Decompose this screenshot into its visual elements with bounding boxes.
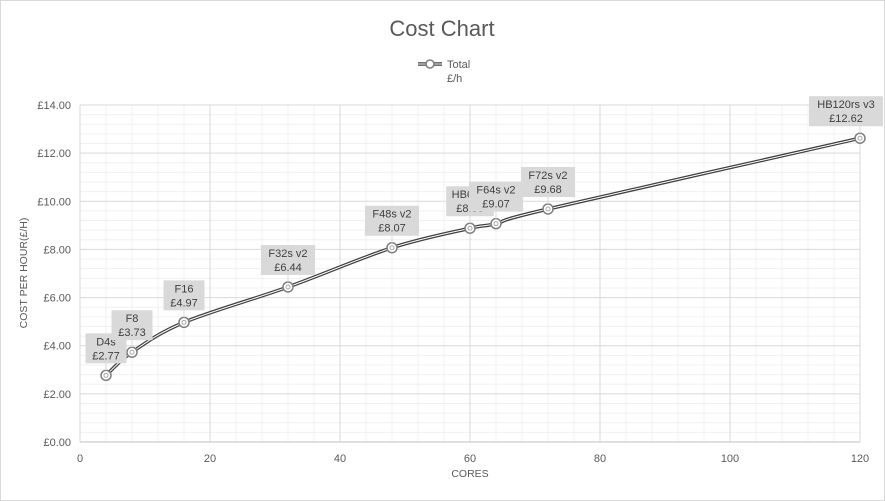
data-label-name: F72s v2 — [528, 170, 567, 182]
x-tick-label: 80 — [594, 453, 606, 465]
data-point-marker — [100, 369, 112, 382]
y-tick-label: £12.00 — [37, 148, 71, 160]
data-label: HB120rs v3 £12.62 — [809, 96, 883, 134]
data-label-box — [364, 205, 420, 236]
data-label-name: HB120rs v3 — [817, 99, 874, 111]
data-point-marker — [542, 203, 554, 215]
data-label-box — [163, 280, 205, 311]
data-label-box — [468, 181, 524, 212]
data-label-value: £9.07 — [482, 199, 510, 211]
data-label: F32s v2 £6.44 — [260, 244, 316, 282]
series — [100, 132, 866, 382]
data-label-box — [520, 166, 576, 197]
data-labels: D4s £2.77 F8 £3.73 F16 £4.97 F32s v2 £6.44 F48s … — [85, 96, 883, 371]
data-label-name: F16 — [175, 283, 194, 295]
y-tick-label: £2.00 — [43, 389, 71, 401]
data-label-box — [809, 96, 883, 127]
chart-title: Cost Chart — [389, 16, 494, 41]
data-label: F72s v2 £9.68 — [520, 166, 576, 204]
data-label-value: £12.62 — [829, 113, 863, 125]
x-tick-label: 100 — [721, 453, 739, 465]
legend-series-name-line2: £/h — [447, 73, 462, 85]
data-label-box — [111, 310, 153, 341]
y-tick-label: £10.00 — [37, 196, 71, 208]
x-tick-label: 40 — [334, 453, 346, 465]
legend: Total £/h — [418, 59, 470, 85]
y-tick-label: £8.00 — [43, 244, 71, 256]
data-label-value: £3.73 — [118, 327, 146, 339]
legend-point-marker — [425, 59, 435, 69]
axes: 0 20 40 60 80 100 120 £0.00 £2.00 £4.00 £6.00 £8.00… — [37, 100, 869, 465]
data-label-value: £8.07 — [378, 223, 406, 235]
y-tick-label: £0.00 — [43, 437, 71, 449]
gridlines — [79, 104, 861, 443]
series-line-total-highlight — [105, 137, 861, 376]
data-label-name: F32s v2 — [268, 248, 307, 260]
data-point-marker — [282, 281, 294, 293]
data-point-marker — [178, 316, 190, 329]
data-point-marker — [386, 241, 398, 254]
data-point-marker — [464, 222, 476, 234]
data-label-value: £2.77 — [92, 350, 120, 362]
y-tick-label: £4.00 — [43, 341, 71, 353]
data-label-value: £9.68 — [534, 184, 562, 196]
x-tick-label: 120 — [851, 453, 869, 465]
legend-series-name-line1: Total — [447, 59, 470, 71]
data-label-box — [260, 244, 316, 275]
x-tick-label: 60 — [464, 453, 476, 465]
data-label-name: F48s v2 — [372, 209, 411, 221]
x-tick-label: 20 — [204, 453, 216, 465]
y-axis-title: COST PER HOUR(£/H) — [18, 218, 30, 329]
data-label-value: £6.44 — [274, 262, 302, 274]
y-tick-label: £14.00 — [37, 100, 71, 112]
data-point-marker — [854, 132, 866, 144]
data-label: F64s v2 £9.07 — [468, 181, 524, 219]
x-tick-label: 0 — [77, 453, 83, 465]
data-label: F8 £3.73 — [111, 310, 153, 348]
data-label: F48s v2 £8.07 — [364, 205, 420, 243]
data-label: D4s £2.77 — [85, 333, 127, 371]
data-label-name: D4s — [96, 336, 116, 348]
data-label-name: F8 — [126, 313, 139, 325]
data-point-marker — [126, 346, 138, 358]
data-point-marker — [490, 217, 502, 230]
data-label-name: F64s v2 — [476, 185, 515, 197]
data-label-value: £4.97 — [170, 297, 198, 309]
data-label: F16 £4.97 — [163, 280, 205, 318]
y-tick-label: £6.00 — [43, 293, 71, 305]
x-axis-title: CORES — [451, 468, 488, 480]
